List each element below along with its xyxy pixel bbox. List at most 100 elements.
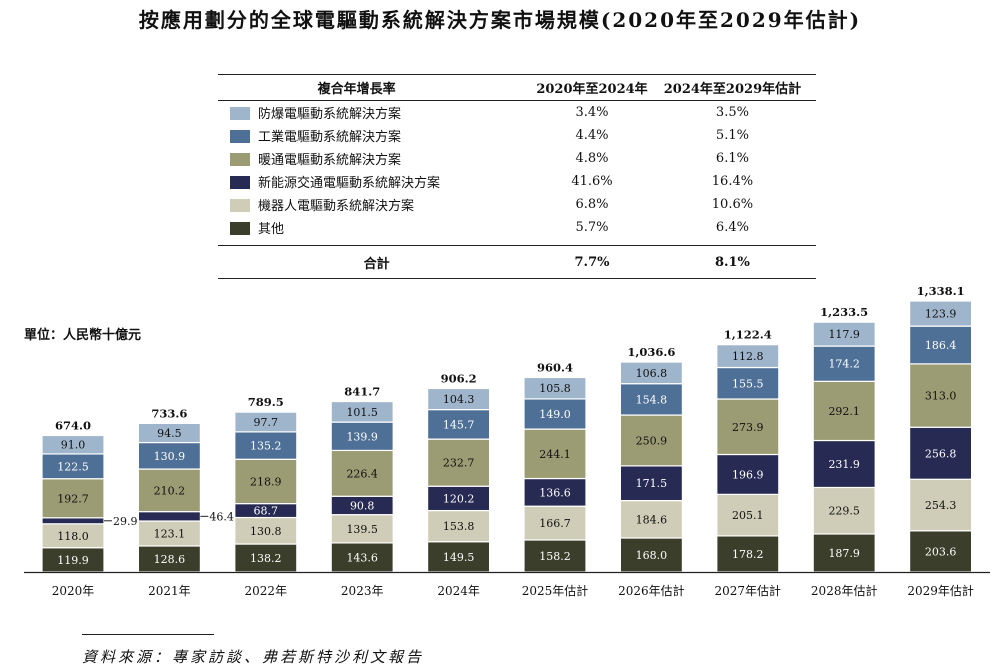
cagr-row: 防爆電驅動系統解決方案 3.4% 3.5% bbox=[218, 101, 816, 125]
cagr-header-name: 複合年增長率 bbox=[218, 74, 536, 101]
data-label: 46.4 bbox=[209, 510, 234, 523]
x-tick-label: 2024年 bbox=[437, 584, 480, 598]
bar-segment bbox=[234, 543, 298, 573]
data-label: 117.9 bbox=[828, 328, 860, 341]
data-label: 254.3 bbox=[925, 499, 957, 512]
bar-segment bbox=[523, 477, 587, 507]
legend-swatch-industrial bbox=[230, 130, 250, 143]
cagr-value-b: 5.1% bbox=[715, 128, 749, 143]
cagr-row: 其他 5.7% 6.4% bbox=[218, 216, 816, 246]
bar-segment bbox=[427, 485, 491, 512]
total-label: 1,036.6 bbox=[627, 345, 675, 359]
data-label: 120.2 bbox=[443, 492, 475, 505]
bar-segment bbox=[812, 345, 876, 382]
bar-segment bbox=[137, 511, 201, 522]
data-label: 178.2 bbox=[732, 548, 764, 561]
data-label: 229.5 bbox=[828, 505, 860, 518]
cagr-value-a: 5.7% bbox=[575, 220, 609, 235]
x-tick-label: 2021年 bbox=[148, 584, 191, 598]
data-label: 250.9 bbox=[636, 434, 668, 447]
data-label: 143.6 bbox=[346, 551, 378, 564]
data-label: 91.0 bbox=[61, 439, 86, 452]
bar-segment bbox=[427, 438, 491, 487]
cagr-row-label: 工業電驅動系統解決方案 bbox=[258, 130, 402, 145]
bar-segment bbox=[41, 453, 105, 480]
data-label: 149.0 bbox=[539, 408, 571, 421]
source-divider bbox=[82, 634, 214, 635]
data-label: 210.2 bbox=[154, 484, 186, 497]
x-tick-label: 2020年 bbox=[52, 584, 95, 598]
bar-segment bbox=[812, 380, 876, 442]
legend-swatch-hvac bbox=[230, 153, 250, 166]
cagr-value-a: 6.8% bbox=[575, 197, 609, 212]
data-label: 119.9 bbox=[57, 554, 89, 567]
bar-segment bbox=[234, 516, 298, 545]
x-tick-label: 2027年估計 bbox=[715, 583, 782, 598]
data-label: 273.9 bbox=[732, 421, 764, 434]
data-label: 184.6 bbox=[636, 513, 668, 526]
data-label: 168.0 bbox=[636, 549, 668, 562]
legend-swatch-robot bbox=[230, 199, 250, 212]
data-label: 292.1 bbox=[828, 405, 860, 418]
bar-segment bbox=[427, 387, 491, 411]
bar-segment bbox=[619, 383, 684, 416]
data-label: 139.5 bbox=[346, 523, 378, 536]
cagr-value-b: 6.4% bbox=[715, 220, 749, 235]
data-label: 313.0 bbox=[925, 390, 957, 403]
data-label: 68.7 bbox=[254, 505, 279, 518]
data-label: 136.6 bbox=[539, 486, 571, 499]
data-label: 104.3 bbox=[443, 393, 475, 406]
bar-segment bbox=[523, 398, 587, 430]
bar-segment bbox=[812, 486, 876, 535]
bar-segment bbox=[523, 376, 587, 400]
data-label: 218.9 bbox=[250, 475, 282, 488]
data-label: 226.4 bbox=[346, 467, 378, 480]
data-label: 155.5 bbox=[732, 377, 764, 390]
data-label: 154.8 bbox=[636, 393, 668, 406]
data-label: 112.8 bbox=[732, 350, 764, 363]
total-label: 733.6 bbox=[151, 406, 187, 420]
bar-segment bbox=[137, 422, 201, 444]
data-label: 101.5 bbox=[346, 406, 378, 419]
bar-segment bbox=[908, 530, 973, 573]
unit-label: 單位：人民幣十億元 bbox=[24, 328, 142, 343]
data-label: 97.7 bbox=[254, 416, 279, 429]
cagr-value-a: 4.8% bbox=[575, 151, 609, 166]
bar-segment bbox=[619, 465, 684, 502]
x-tick-label: 2028年估計 bbox=[811, 583, 878, 598]
cagr-header-period-b: 2024年至2029年估計 bbox=[648, 74, 816, 101]
x-tick-label: 2025年估計 bbox=[522, 583, 589, 598]
cagr-header-period-a: 2020年至2024年 bbox=[535, 74, 649, 101]
data-label: 192.7 bbox=[57, 492, 89, 505]
data-label: 105.8 bbox=[539, 382, 571, 395]
bar-segment bbox=[812, 321, 876, 347]
total-label: 906.2 bbox=[441, 371, 477, 385]
total-label: 1,233.5 bbox=[820, 305, 868, 319]
cagr-value-b: 10.6% bbox=[711, 197, 754, 212]
cagr-row-label: 防爆電驅動系統解決方案 bbox=[258, 107, 402, 122]
bar-segment bbox=[619, 499, 684, 539]
bar-segment bbox=[523, 428, 587, 480]
bar-segment bbox=[619, 414, 684, 467]
x-tick-label: 2026年估計 bbox=[618, 583, 685, 598]
cagr-row-label: 新能源交通電驅動系統解決方案 bbox=[258, 176, 441, 191]
data-label: 139.9 bbox=[346, 430, 378, 443]
total-label: 1,122.4 bbox=[724, 328, 772, 342]
cagr-value-b: 16.4% bbox=[711, 174, 754, 189]
total-label: 1,338.1 bbox=[917, 284, 965, 298]
cagr-value-a: 4.4% bbox=[575, 128, 609, 143]
data-label: 196.9 bbox=[732, 468, 764, 481]
data-label: 186.4 bbox=[925, 339, 957, 352]
data-label: 130.9 bbox=[154, 450, 186, 463]
data-label: 122.5 bbox=[57, 460, 89, 473]
cagr-value-b: 3.5% bbox=[715, 105, 749, 120]
bar-segment bbox=[523, 539, 587, 573]
bar-segment bbox=[330, 421, 394, 452]
cagr-header-row: 複合年增長率 2020年至2024年 2024年至2029年估計 bbox=[218, 74, 816, 101]
data-label: 256.8 bbox=[925, 447, 957, 460]
cagr-row: 工業電驅動系統解決方案 4.4% 5.1% bbox=[218, 124, 816, 147]
cagr-total-row: 合計 7.7% 8.1% bbox=[218, 245, 816, 279]
source-note: 資料來源：專家訪談、弗若斯特沙利文報告 bbox=[82, 648, 425, 666]
data-label: 187.9 bbox=[828, 547, 860, 560]
data-label: 231.9 bbox=[828, 458, 860, 471]
